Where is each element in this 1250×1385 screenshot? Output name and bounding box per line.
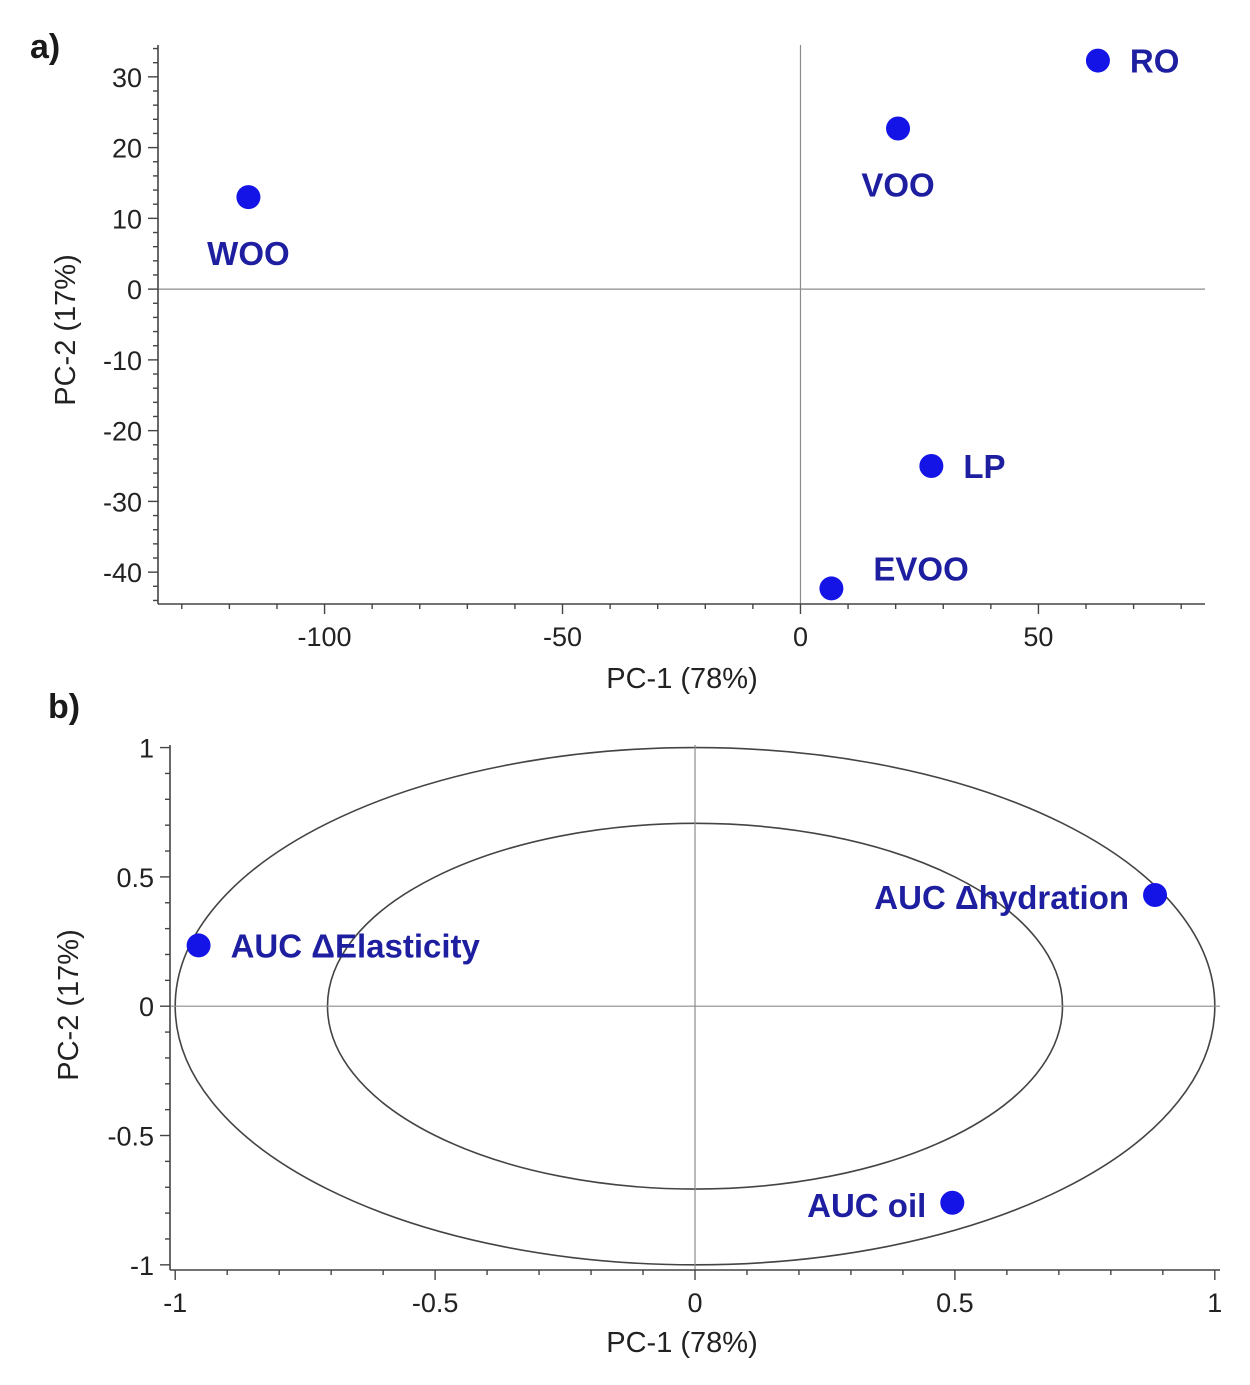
x-tick-label: 0.5: [936, 1288, 974, 1318]
x-tick-label: -100: [298, 622, 352, 652]
data-point-auc-oil: [940, 1190, 965, 1215]
data-point-voo: [886, 116, 911, 141]
x-tick-label: -50: [543, 622, 582, 652]
panel-a-label: a): [30, 28, 60, 66]
points-group: AUC ΔElasticity AUC Δhydration AUC oil: [186, 879, 1168, 1224]
y-tick-label: 30: [112, 63, 142, 93]
y-tick-label: -30: [103, 487, 142, 517]
point-label-voo: VOO: [861, 166, 934, 203]
x-tick-label: 0: [793, 622, 808, 652]
y-axis-title: PC-2 (17%): [53, 929, 85, 1081]
data-point-evoo: [819, 576, 844, 601]
data-point-woo: [236, 185, 261, 210]
y-tick-label: 0: [139, 992, 154, 1022]
points-group: WOO VOO RO LP EVOO: [207, 43, 1179, 601]
point-label-lp: LP: [963, 448, 1005, 485]
x-tick-label: 50: [1023, 622, 1053, 652]
y-axis-title: PC-2 (17%): [50, 254, 82, 406]
y-tick-label: -20: [103, 417, 142, 447]
scores-plot-panel: a) -100 -50 0 50 30 20 10 0 -10 -20 -30 -40 WOO VOO…: [30, 28, 1205, 695]
point-label-woo: WOO: [207, 235, 289, 272]
point-label-auc-hydration: AUC Δhydration: [874, 879, 1129, 916]
data-point-auc-elasticity: [186, 933, 211, 958]
y-tick-label: 20: [112, 134, 142, 164]
x-tick-label: 0: [687, 1288, 702, 1318]
panel-b-label: b): [48, 688, 80, 726]
y-tick-label: 1: [139, 734, 154, 764]
y-tick-label: -0.5: [107, 1122, 154, 1152]
y-tick-label: -1: [130, 1251, 154, 1281]
x-tick-label: -1: [163, 1288, 187, 1318]
data-point-ro: [1085, 48, 1110, 73]
y-tick-label: -40: [103, 558, 142, 588]
y-tick-label: 0.5: [116, 863, 154, 893]
y-tick-group: 30 20 10 0 -10 -20 -30 -40: [103, 47, 158, 602]
x-tick-group: -100 -50 0 50: [181, 604, 1182, 652]
point-label-evoo: EVOO: [873, 550, 968, 587]
data-point-auc-hydration: [1143, 883, 1168, 907]
y-tick-group: 1 0.5 0 -0.5 -1: [107, 734, 170, 1281]
y-tick-label: 0: [127, 275, 142, 305]
x-axis-title: PC-1 (78%): [606, 663, 758, 695]
x-tick-label: 1: [1207, 1288, 1222, 1318]
x-tick-group: -1 -0.5 0 0.5 1: [163, 1270, 1222, 1318]
point-label-auc-oil: AUC oil: [807, 1187, 926, 1224]
data-point-lp: [919, 454, 944, 479]
y-tick-label: 10: [112, 204, 142, 234]
x-tick-label: -0.5: [412, 1288, 459, 1318]
loadings-plot-panel: b) -1 -0.5 0 0.5 1 1 0.5 0 -0.5 -1 AUC ΔElastici…: [48, 688, 1222, 1359]
point-label-ro: RO: [1130, 43, 1180, 80]
x-axis-title: PC-1 (78%): [606, 1327, 758, 1359]
y-tick-label: -10: [103, 346, 142, 376]
point-label-auc-elasticity: AUC ΔElasticity: [231, 927, 481, 964]
